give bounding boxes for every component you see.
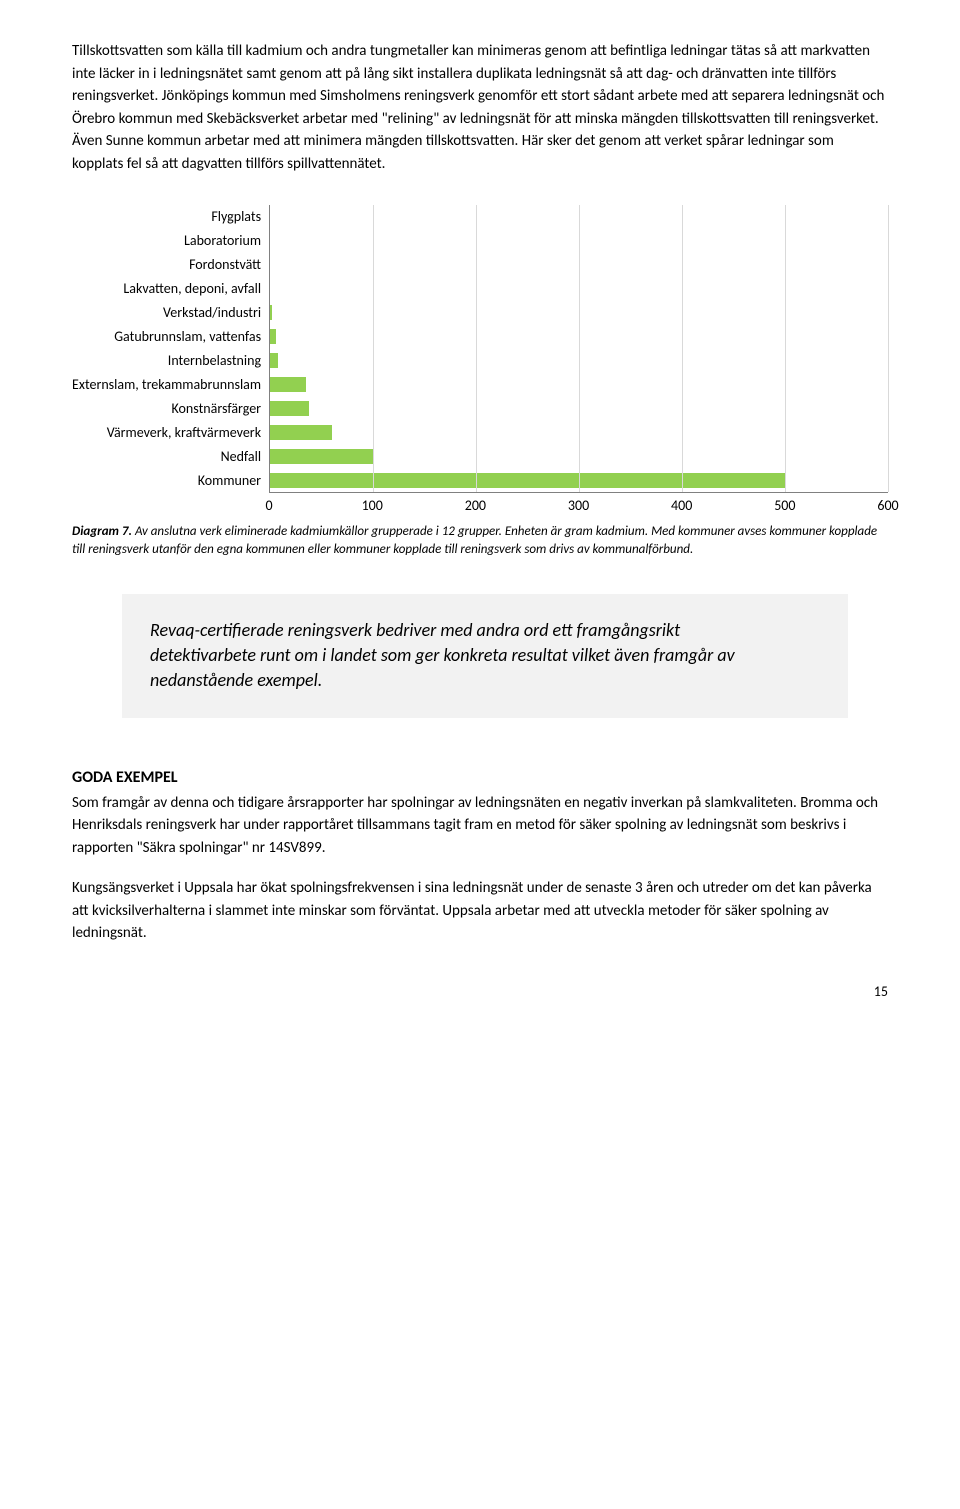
chart-bar <box>270 473 785 488</box>
chart-category-label: Värmeverk, kraftvärmeverk <box>107 421 261 445</box>
chart-caption: Diagram 7. Av anslutna verk eliminerade … <box>72 523 888 558</box>
chart-x-axis: 0100200300400500600 <box>269 495 888 515</box>
chart-x-tick: 500 <box>774 495 795 516</box>
chart-x-tick: 300 <box>568 495 589 516</box>
chart-bar <box>270 305 272 320</box>
chart-category-label: Nedfall <box>221 445 262 469</box>
grid-line <box>682 205 683 492</box>
callout-box: Revaq-certifierade reningsverk bedriver … <box>122 594 848 718</box>
caption-text: Av anslutna verk eliminerade kadmiumkäll… <box>72 524 877 557</box>
chart-category-label: Externslam, trekammabrunnslam <box>72 373 261 397</box>
grid-line <box>373 205 374 492</box>
grid-line <box>785 205 786 492</box>
section-heading: GODA EXEMPEL <box>72 766 888 790</box>
grid-line <box>579 205 580 492</box>
chart-category-label: Internbelastning <box>168 349 261 373</box>
chart-bar <box>270 401 309 416</box>
chart-category-label: Konstnärsfärger <box>172 397 262 421</box>
chart-category-label: Kommuner <box>198 469 261 493</box>
chart-x-tick: 0 <box>266 495 273 516</box>
paragraph-3: Kungsängsverket i Uppsala har ökat spoln… <box>72 877 888 945</box>
grid-line <box>888 205 889 492</box>
chart-category-label: Gatubrunnslam, vattenfas <box>114 325 261 349</box>
chart-container: FlygplatsLaboratoriumFordonstvättLakvatt… <box>72 205 888 515</box>
chart-bar <box>270 377 306 392</box>
chart-bar <box>270 449 373 464</box>
grid-line <box>476 205 477 492</box>
chart-x-tick: 100 <box>362 495 383 516</box>
chart-x-tick: 400 <box>671 495 692 516</box>
page-number: 15 <box>72 981 888 1002</box>
chart-x-tick: 600 <box>877 495 898 516</box>
chart-y-labels: FlygplatsLaboratoriumFordonstvättLakvatt… <box>72 205 269 493</box>
horizontal-bar-chart: FlygplatsLaboratoriumFordonstvättLakvatt… <box>72 205 888 493</box>
chart-plot-area <box>269 205 888 493</box>
paragraph-2: Som framgår av denna och tidigare årsrap… <box>72 792 888 860</box>
chart-category-label: Laboratorium <box>184 229 261 253</box>
chart-category-label: Lakvatten, deponi, avfall <box>123 277 261 301</box>
chart-category-label: Fordonstvätt <box>189 253 261 277</box>
chart-bar <box>270 425 332 440</box>
paragraph-1: Tillskottsvatten som källa till kadmium … <box>72 40 888 175</box>
chart-category-label: Verkstad/industri <box>163 301 261 325</box>
chart-category-label: Flygplats <box>211 205 261 229</box>
chart-bar <box>270 353 278 368</box>
caption-label: Diagram 7. <box>72 524 132 539</box>
chart-bar <box>270 329 276 344</box>
chart-x-tick: 200 <box>465 495 486 516</box>
